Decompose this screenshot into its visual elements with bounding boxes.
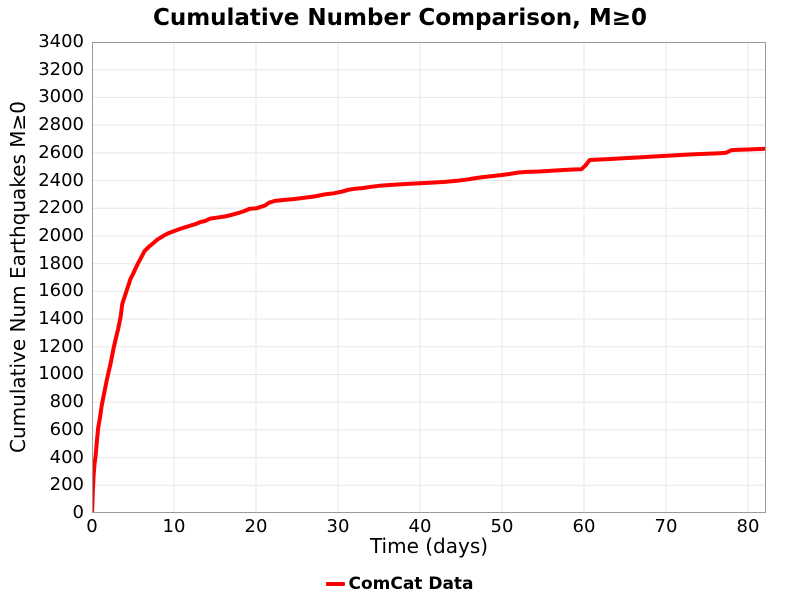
y-tick-label: 400 [49,446,84,468]
comcat-data-line [92,146,766,513]
chart-title: Cumulative Number Comparison, M≥0 [152,5,648,31]
y-tick-label: 1600 [38,280,84,302]
y-tick-label: 3400 [38,31,84,52]
y-tick-label: 200 [49,474,84,496]
y-tick-label: 2800 [38,114,84,136]
x-tick-label: 40 [408,516,432,537]
x-tick-label: 10 [162,516,186,537]
y-tick-label: 2000 [38,224,84,246]
y-tick-label: 1200 [38,335,84,357]
y-axis-label: Cumulative Num Earthquakes M≥0 [6,101,30,453]
y-tick-label: 1800 [38,252,84,274]
y-tick-label: 800 [49,391,84,413]
y-tick-label: 2600 [38,141,84,163]
y-tick-label: 1000 [38,363,84,385]
x-tick-label: 60 [572,516,596,537]
plot-area [92,42,766,513]
x-tick-label: 50 [490,516,514,537]
x-tick-label: 80 [736,516,760,537]
y-tick-label: 1400 [38,308,84,330]
legend: ComCat Data [0,572,800,596]
y-tick-label: 0 [72,502,84,523]
x-axis-label: Time (days) [369,534,489,558]
y-tick-label: 2200 [38,197,84,219]
plot-border [92,42,766,513]
legend-line-swatch [326,582,346,586]
y-tick-label: 3200 [38,58,84,80]
y-tick-label: 600 [49,418,84,440]
x-tick-label: 20 [244,516,268,537]
x-tick-label: 30 [326,516,350,537]
x-tick-label: 0 [86,516,98,537]
y-tick-label: 3000 [38,86,84,108]
y-tick-label: 2400 [38,169,84,191]
x-tick-label: 70 [654,516,678,537]
legend-label: ComCat Data [348,574,474,594]
